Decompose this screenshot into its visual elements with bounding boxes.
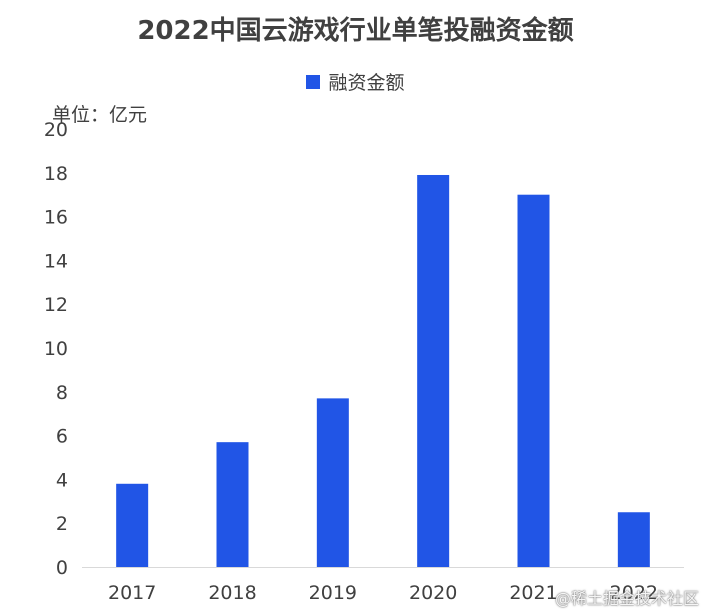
bar-2021 [517, 194, 550, 567]
y-tick-label: 18 [44, 163, 68, 185]
x-tick-label: 2019 [309, 582, 357, 604]
y-tick-label: 6 [56, 426, 68, 448]
y-tick-label: 0 [56, 557, 68, 579]
legend: 融资金额 [0, 68, 711, 95]
chart-title: 2022中国云游戏行业单笔投融资金额 [137, 16, 574, 46]
y-tick-label: 8 [56, 382, 68, 404]
y-tick-label: 14 [44, 250, 68, 272]
bar-2019 [316, 398, 349, 567]
y-tick-label: 12 [44, 294, 68, 316]
x-tick-label: 2018 [208, 582, 256, 604]
x-tick-label: 2017 [108, 582, 156, 604]
bar-2020 [417, 174, 450, 568]
y-tick-label: 20 [44, 119, 68, 141]
legend-label: 融资金额 [328, 72, 405, 94]
bar-2022 [617, 512, 650, 567]
unit-label: 单位：亿元 [52, 104, 148, 126]
x-tick-label: 2021 [509, 582, 557, 604]
bar-2017 [116, 483, 149, 567]
legend-swatch [306, 74, 321, 89]
y-tick-label: 4 [56, 469, 68, 491]
x-tick-label: 2022 [610, 582, 658, 604]
watermark: @稀土掘金技术社区 [554, 589, 699, 608]
y-tick-label: 2 [56, 513, 68, 535]
x-tick-label: 2020 [409, 582, 457, 604]
bar-2018 [216, 442, 249, 567]
y-tick-label: 10 [44, 338, 68, 360]
y-tick-label: 16 [44, 207, 68, 229]
